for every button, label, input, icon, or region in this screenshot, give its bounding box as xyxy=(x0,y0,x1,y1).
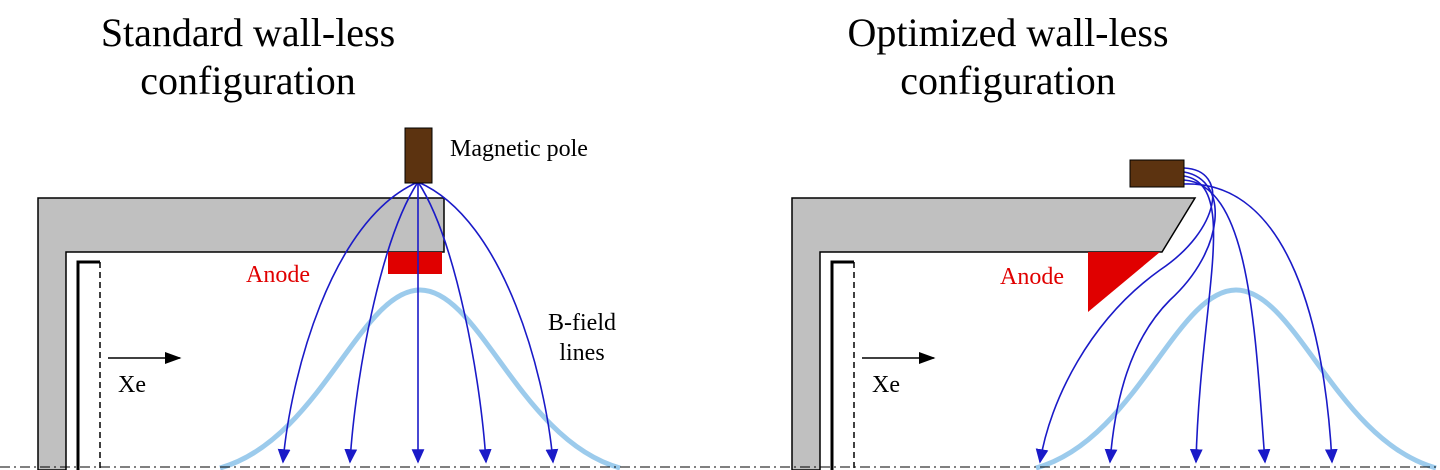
gas-label: Xe xyxy=(118,372,146,398)
title: Standard wall-less xyxy=(101,10,395,55)
wall xyxy=(791,197,1197,470)
anode-label: Anode xyxy=(246,262,310,288)
field-lines xyxy=(1035,167,1338,464)
anode xyxy=(1088,252,1160,312)
title: Optimized wall-less xyxy=(847,10,1168,55)
gas-label: Xe xyxy=(872,372,900,398)
title: configuration xyxy=(900,58,1116,103)
pole-label: Magnetic pole xyxy=(450,136,588,162)
pole xyxy=(1129,159,1185,188)
title: configuration xyxy=(140,58,356,103)
wall xyxy=(37,197,445,470)
profile xyxy=(219,287,621,470)
field-label: B-field xyxy=(548,310,616,336)
injector xyxy=(830,260,854,470)
pole xyxy=(404,127,433,184)
field-lines xyxy=(277,181,559,464)
field-label: lines xyxy=(559,340,604,366)
injector xyxy=(76,260,100,470)
profile xyxy=(1035,287,1437,470)
anode-label: Anode xyxy=(1000,264,1064,290)
anode xyxy=(388,252,442,274)
